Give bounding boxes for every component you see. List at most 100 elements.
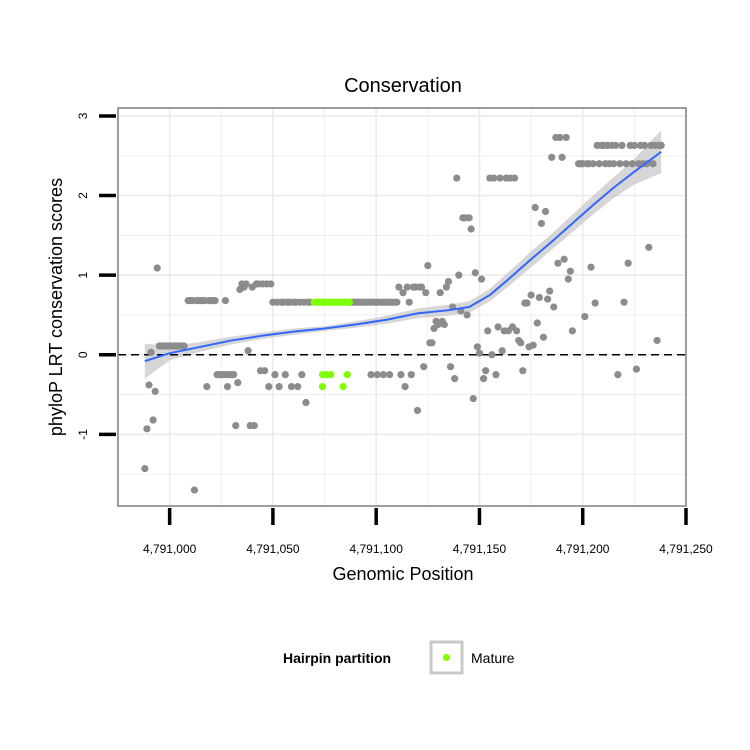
data-point: [616, 160, 624, 168]
data-point: [250, 422, 258, 430]
data-point: [622, 160, 630, 168]
data-point: [413, 406, 422, 415]
data-point: [265, 383, 273, 391]
data-point: [221, 297, 230, 305]
data-point: [440, 320, 448, 329]
data-point: [397, 371, 405, 379]
data-point: [568, 327, 577, 335]
data-point: [624, 259, 632, 267]
data-point: [628, 160, 636, 168]
data-point: [539, 333, 548, 341]
data-point: [523, 299, 531, 307]
data-point: [275, 383, 283, 391]
data-point: [294, 383, 302, 391]
data-point: [271, 371, 279, 379]
x-tick-label: 4,791,150: [453, 542, 507, 556]
data-point: [513, 327, 521, 335]
x-axis-title: Genomic Position: [332, 564, 473, 584]
x-tick-label: 4,791,000: [143, 542, 197, 556]
x-tick-label: 4,791,050: [246, 542, 300, 556]
plot-panel: [118, 108, 686, 506]
data-point: [548, 153, 556, 161]
data-point: [614, 371, 622, 379]
data-point: [527, 291, 535, 299]
series-mature: [310, 298, 353, 391]
data-point: [232, 422, 240, 430]
data-point: [558, 153, 566, 161]
data-point: [453, 174, 461, 182]
y-axis-title: phyloP LRT conservation scores: [46, 178, 66, 436]
plot-border: [117, 107, 687, 507]
data-point: [544, 295, 552, 303]
data-point: [393, 298, 401, 306]
data-point: [498, 347, 506, 355]
data-point: [267, 280, 275, 288]
data-point: [399, 289, 407, 297]
mature-point: [339, 383, 347, 391]
data-point: [612, 141, 620, 150]
data-point: [618, 141, 626, 150]
mature-point: [343, 371, 351, 379]
x-tick-label: 4,791,100: [349, 542, 403, 556]
data-point: [379, 371, 388, 379]
data-point: [465, 214, 473, 222]
data-point: [145, 381, 153, 389]
points-layer: [141, 133, 665, 494]
data-point: [494, 323, 502, 331]
data-point: [180, 342, 188, 350]
data-point: [492, 371, 500, 379]
grid-lines: [117, 108, 687, 506]
data-point: [244, 347, 252, 355]
data-point: [190, 486, 199, 494]
x-axis: 4,791,000 4,791,050 4,791,100 4,791,150 4,79…: [143, 508, 713, 556]
data-point: [562, 133, 570, 142]
data-point: [560, 255, 568, 263]
data-point: [496, 174, 504, 182]
legend: Hairpin partition Mature: [283, 640, 515, 675]
chart-title: Conservation: [344, 75, 462, 97]
data-point: [641, 141, 649, 150]
data-point: [471, 269, 479, 277]
y-tick-label: 3: [76, 112, 90, 119]
mature-point: [327, 371, 335, 379]
legend-title: Hairpin partition: [283, 650, 391, 666]
data-point: [581, 312, 589, 321]
data-point: [591, 299, 599, 307]
data-point: [473, 343, 481, 351]
data-point: [463, 311, 471, 319]
data-point: [519, 367, 527, 375]
data-point: [451, 375, 459, 383]
data-point: [420, 363, 428, 371]
data-point: [550, 303, 558, 311]
legend-label-mature: Mature: [471, 650, 515, 666]
data-point: [475, 349, 484, 357]
data-point: [401, 383, 409, 391]
data-point: [261, 367, 269, 375]
data-point: [153, 264, 161, 272]
data-point: [533, 319, 541, 327]
data-point: [287, 383, 296, 391]
data-point: [422, 289, 430, 297]
data-point: [242, 280, 250, 288]
data-point: [143, 425, 151, 433]
data-point: [531, 203, 539, 212]
data-point: [234, 379, 242, 387]
data-point: [488, 351, 496, 359]
data-point: [467, 225, 475, 233]
data-point: [479, 375, 488, 383]
data-point: [442, 283, 451, 291]
series-other: [141, 133, 665, 494]
data-point: [403, 283, 411, 291]
data-point: [484, 327, 492, 335]
x-tick-label: 4,791,200: [556, 542, 610, 556]
data-point: [455, 271, 463, 279]
data-point: [537, 219, 546, 228]
data-point: [657, 141, 665, 150]
data-point: [564, 275, 572, 283]
data-point: [424, 262, 432, 270]
legend-key-mature: [442, 653, 451, 662]
data-point: [395, 283, 403, 291]
y-tick-label: -1: [76, 429, 90, 440]
data-point: [595, 160, 603, 168]
